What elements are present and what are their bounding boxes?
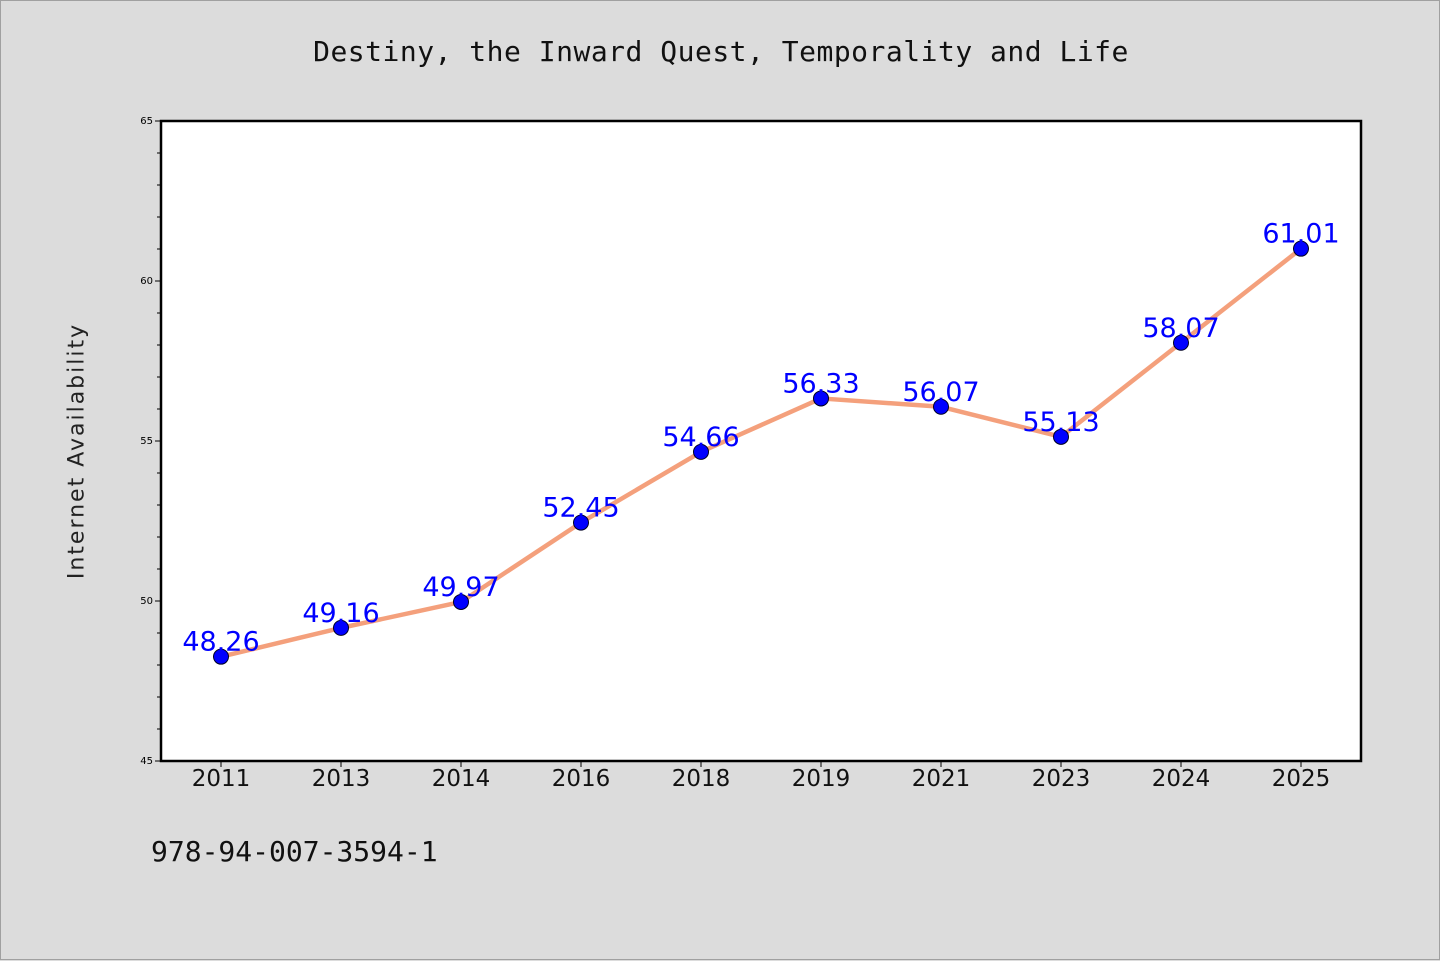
- data-point: [453, 593, 469, 610]
- x-tick-label: 2014: [432, 766, 491, 792]
- data-label: 49.16: [302, 598, 379, 629]
- y-tick-label: 45: [140, 756, 153, 767]
- isbn-code: 978-94-007-3594-1: [151, 835, 438, 868]
- data-point: [333, 619, 349, 636]
- x-tick-label: 2023: [1032, 766, 1091, 792]
- y-tick-label: 65: [140, 116, 153, 127]
- x-tick-label: 2018: [672, 766, 731, 792]
- data-point: [1053, 428, 1069, 445]
- data-point: [933, 398, 949, 415]
- x-tick-label: 2021: [912, 766, 971, 792]
- data-label: 48.26: [182, 627, 259, 658]
- data-point: [1173, 334, 1189, 351]
- x-tick-label: 2013: [312, 766, 371, 792]
- data-label: 56.33: [782, 368, 859, 399]
- plot-frame: [159, 119, 1363, 763]
- x-tick-label: 2016: [552, 766, 611, 792]
- x-tick-label: 2011: [192, 766, 251, 792]
- chart-title: Destiny, the Inward Quest, Temporality a…: [313, 35, 1129, 68]
- data-point: [213, 648, 229, 665]
- data-label: 55.13: [1022, 407, 1099, 438]
- data-label: 54.66: [662, 422, 739, 453]
- series-line: [218, 246, 1304, 659]
- plot-area: [161, 121, 1361, 761]
- data-point: [1293, 240, 1309, 257]
- data-label: 52.45: [542, 493, 619, 524]
- y-tick-label: 55: [140, 436, 153, 447]
- data-point: [693, 443, 709, 460]
- data-label: 56.07: [902, 377, 979, 408]
- data-label: 61.01: [1262, 219, 1339, 250]
- data-label: 58.07: [1142, 313, 1219, 344]
- y-tick-label: 60: [140, 276, 153, 287]
- data-point: [573, 514, 589, 531]
- x-tick-label: 2019: [792, 766, 851, 792]
- data-label: 49.97: [422, 572, 499, 603]
- y-tick-label: 50: [140, 596, 153, 607]
- x-tick-label: 2024: [1152, 766, 1211, 792]
- x-tick-label: 2025: [1272, 766, 1331, 792]
- data-point: [813, 390, 829, 407]
